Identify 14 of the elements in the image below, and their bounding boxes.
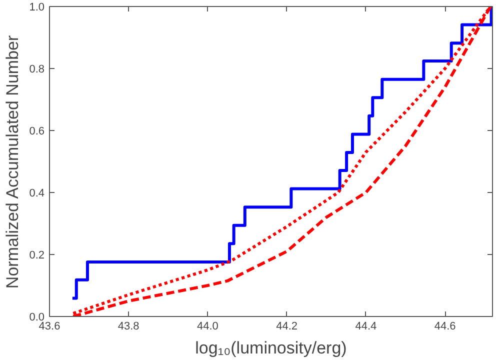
x-tick-label: 44.4 (355, 320, 377, 332)
y-tick-label: 0.2 (29, 250, 45, 262)
y-tick-label: 0.0 (29, 312, 45, 324)
x-axis-title: log₁₀(luminosity/erg) (195, 338, 347, 358)
y-tick-label: 1.0 (29, 2, 45, 14)
x-tick-label: 44.2 (276, 320, 298, 332)
y-axis-title: Normalized Accumulated Number (3, 35, 22, 289)
x-tick-label: 43.8 (118, 320, 140, 332)
y-tick-label: 0.8 (29, 64, 45, 76)
y-tick-label: 0.6 (29, 126, 45, 138)
y-tick-label: 0.4 (29, 188, 45, 200)
x-tick-label: 44.0 (197, 320, 218, 332)
x-tick-label: 43.6 (38, 320, 60, 332)
x-tick-label: 44.6 (434, 320, 456, 332)
